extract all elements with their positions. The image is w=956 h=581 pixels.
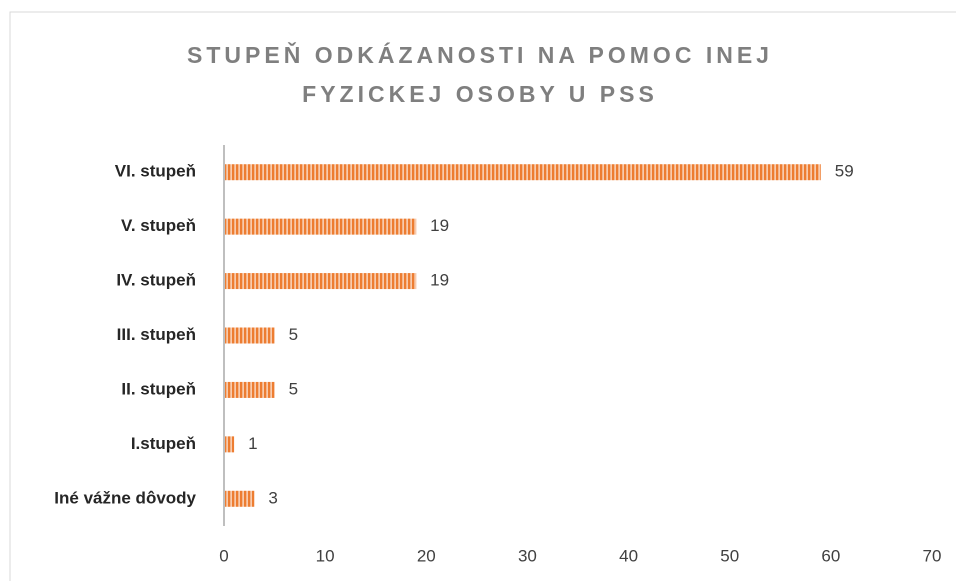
data-label: 3: [268, 488, 277, 507]
x-tick-label: 30: [518, 546, 537, 565]
y-tick-label: II. stupeň: [121, 379, 196, 398]
x-tick-label: 0: [219, 546, 228, 565]
data-label: 5: [289, 325, 298, 344]
data-label: 19: [430, 216, 449, 235]
y-tick-label: III. stupeň: [117, 325, 196, 344]
bar: [224, 218, 417, 235]
x-tick-label: 10: [316, 546, 335, 565]
x-tick-label: 60: [821, 546, 840, 565]
x-tick-label: 70: [923, 546, 942, 565]
data-label: 5: [289, 379, 298, 398]
y-tick-label: Iné vážne dôvody: [54, 488, 196, 507]
chart-border: [9, 11, 956, 581]
data-label: 19: [430, 271, 449, 290]
x-tick-label: 50: [720, 546, 739, 565]
y-tick-label: VI. stupeň: [115, 162, 196, 181]
y-tick-label: IV. stupeň: [116, 271, 196, 290]
bar: [224, 164, 821, 181]
data-label: 1: [248, 434, 257, 453]
y-tick-label: I.stupeň: [131, 434, 196, 453]
title-box: STUPEŇ ODKÁZANOSTI NA POMOC INEJ FYZICKE…: [187, 42, 773, 107]
y-tick-label: V. stupeň: [121, 216, 196, 235]
x-tick-label: 40: [619, 546, 638, 565]
chart-title: STUPEŇ ODKÁZANOSTI NA POMOC INEJ FYZICKE…: [187, 42, 773, 107]
bar: [224, 381, 275, 398]
bar: [224, 436, 235, 453]
bar: [224, 327, 275, 344]
bar: [224, 273, 417, 290]
data-label: 59: [835, 162, 854, 181]
bar: [224, 490, 255, 507]
x-tick-label: 20: [417, 546, 436, 565]
